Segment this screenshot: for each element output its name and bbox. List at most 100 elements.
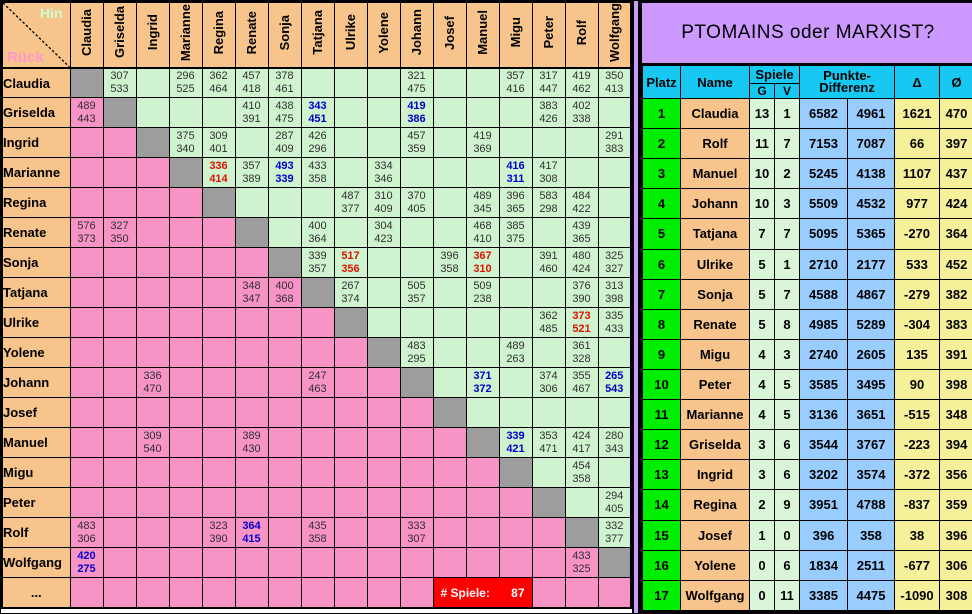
standings-marianne-p1[interactable]: 3136 (799, 399, 849, 431)
cell-rolf-yolene[interactable] (366, 517, 401, 549)
cell-ulrike-regina[interactable] (201, 307, 236, 339)
cell-wolfgang-ulrike[interactable] (333, 547, 368, 579)
cell-wolfgang-yolene[interactable] (366, 547, 401, 579)
cell-johann-rolf[interactable]: 355 467 (564, 367, 599, 399)
average-column-header[interactable]: Ø (939, 65, 972, 99)
cell-ulrike-migu[interactable] (498, 307, 533, 339)
cell-josef-migu[interactable] (498, 397, 533, 429)
row-header-migu[interactable]: Migu (1, 457, 71, 489)
standings-yolene-name[interactable]: Yolene (680, 549, 750, 581)
standings-ingrid-name[interactable]: Ingrid (680, 459, 750, 491)
standings-josef-name[interactable]: Josef (680, 519, 750, 551)
cell-manuel-renate[interactable]: 389 430 (234, 427, 269, 459)
cell-regina-yolene[interactable]: 310 409 (366, 187, 401, 219)
cell-peter-griselda[interactable] (102, 487, 137, 519)
cell-regina-peter[interactable]: 583 298 (531, 187, 566, 219)
cell-renate-ulrike[interactable] (333, 217, 368, 249)
cell-wolfgang-johann[interactable] (399, 547, 434, 579)
cell-manuel-tatjana[interactable] (300, 427, 335, 459)
cell-sonja-renate[interactable] (234, 247, 269, 279)
standings-yolene-v[interactable]: 6 (773, 549, 801, 581)
standings-ingrid-v[interactable]: 6 (773, 459, 801, 491)
standings-migu-g[interactable]: 4 (749, 338, 775, 370)
cell-diag-sonja[interactable] (267, 247, 302, 279)
standings-migu-avg[interactable]: 391 (939, 338, 972, 370)
standings-ulrike-g[interactable]: 5 (749, 248, 775, 280)
cell-sonja-rolf[interactable]: 480 424 (564, 247, 599, 279)
cell-claudia-sonja[interactable]: 378 461 (267, 67, 302, 99)
standings-ulrike-avg[interactable]: 452 (939, 248, 972, 280)
cell-yolene-tatjana[interactable] (300, 337, 335, 369)
hin-rueck-corner-cell[interactable]: Hin Rück (1, 1, 71, 69)
cell-johann-tatjana[interactable]: 247 463 (300, 367, 335, 399)
standings-marianne-g[interactable]: 4 (749, 399, 775, 431)
standings-griselda-p1[interactable]: 3544 (799, 429, 849, 461)
standings-tatjana-v[interactable]: 7 (773, 218, 801, 250)
cell-josef-ulrike[interactable] (333, 397, 368, 429)
cell-diag-claudia[interactable] (69, 67, 104, 99)
standings-claudia-name[interactable]: Claudia (680, 97, 750, 130)
standings-migu-delta[interactable]: 135 (894, 338, 941, 370)
cell-renate-peter[interactable] (531, 217, 566, 249)
cell-griselda-johann[interactable]: 419 386 (399, 97, 434, 129)
cell-peter-yolene[interactable] (366, 487, 401, 519)
cell-more-yolene[interactable] (366, 577, 401, 609)
cell-sonja-ingrid[interactable] (135, 247, 170, 279)
cell-tatjana-rolf[interactable]: 376 390 (564, 277, 599, 309)
cell-marianne-claudia[interactable] (69, 157, 104, 189)
cell-johann-marianne[interactable] (168, 367, 203, 399)
standings-claudia-p1[interactable]: 6582 (799, 97, 849, 130)
cell-claudia-ulrike[interactable] (333, 67, 368, 99)
cell-johann-sonja[interactable] (267, 367, 302, 399)
cell-griselda-yolene[interactable] (366, 97, 401, 129)
column-header-migu[interactable]: Migu (498, 1, 533, 69)
row-header-sonja[interactable]: Sonja (1, 247, 71, 279)
column-header-regina[interactable]: Regina (201, 1, 236, 69)
cell-manuel-peter[interactable]: 353 471 (531, 427, 566, 459)
cell-peter-johann[interactable] (399, 487, 434, 519)
cell-peter-renate[interactable] (234, 487, 269, 519)
column-header-sonja[interactable]: Sonja (267, 1, 302, 69)
cell-marianne-peter[interactable]: 417 308 (531, 157, 566, 189)
row-header-josef[interactable]: Josef (1, 397, 71, 429)
cell-marianne-regina[interactable]: 336 414 (201, 157, 236, 189)
cell-renate-johann[interactable] (399, 217, 434, 249)
standings-griselda-platz[interactable]: 12 (642, 429, 681, 461)
cell-josef-peter[interactable] (531, 397, 566, 429)
standings-wolfgang-p2[interactable]: 4475 (847, 579, 896, 612)
cell-regina-josef[interactable] (432, 187, 467, 219)
cell-regina-tatjana[interactable] (300, 187, 335, 219)
standings-claudia-delta[interactable]: 1621 (894, 97, 941, 130)
cell-tatjana-ulrike[interactable]: 267 374 (333, 277, 368, 309)
cell-ulrike-marianne[interactable] (168, 307, 203, 339)
cell-josef-claudia[interactable] (69, 397, 104, 429)
standings-marianne-platz[interactable]: 11 (642, 399, 681, 431)
standings-tatjana-name[interactable]: Tatjana (680, 218, 750, 250)
standings-tatjana-platz[interactable]: 5 (642, 218, 681, 250)
cell-claudia-manuel[interactable] (465, 67, 500, 99)
cell-ulrike-renate[interactable] (234, 307, 269, 339)
cell-tatjana-renate[interactable]: 348 347 (234, 277, 269, 309)
cell-sonja-claudia[interactable] (69, 247, 104, 279)
cell-yolene-regina[interactable] (201, 337, 236, 369)
cell-claudia-rolf[interactable]: 419 462 (564, 67, 599, 99)
cell-peter-josef[interactable] (432, 487, 467, 519)
cell-diag-griselda[interactable] (102, 97, 137, 129)
cell-yolene-ulrike[interactable] (333, 337, 368, 369)
cell-griselda-josef[interactable] (432, 97, 467, 129)
cell-renate-ingrid[interactable] (135, 217, 170, 249)
standings-marianne-avg[interactable]: 348 (939, 399, 972, 431)
standings-tatjana-p2[interactable]: 5365 (847, 218, 896, 250)
column-header-griselda[interactable]: Griselda (102, 1, 137, 69)
row-header-peter[interactable]: Peter (1, 487, 71, 519)
cell-wolfgang-renate[interactable] (234, 547, 269, 579)
standings-rolf-avg[interactable]: 397 (939, 128, 972, 160)
cell-ingrid-migu[interactable] (498, 127, 533, 159)
cell-yolene-johann[interactable]: 483 295 (399, 337, 434, 369)
cell-migu-josef[interactable] (432, 457, 467, 489)
cell-ulrike-josef[interactable] (432, 307, 467, 339)
cell-rolf-claudia[interactable]: 483 306 (69, 517, 104, 549)
cell-ulrike-claudia[interactable] (69, 307, 104, 339)
standings-rolf-p2[interactable]: 7087 (847, 128, 896, 160)
cell-more-ulrike[interactable] (333, 577, 368, 609)
